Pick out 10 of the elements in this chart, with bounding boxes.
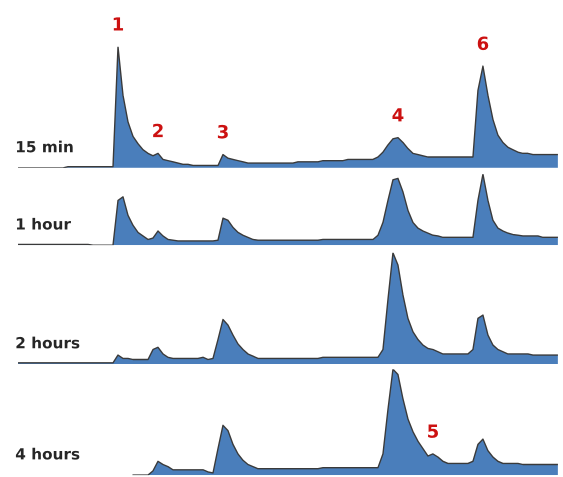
annotation: 6 [478,36,488,50]
annotation: 3 [218,124,228,139]
series-label: 15 min [16,140,73,152]
annotation: 4 [392,108,404,122]
annotation: 2 [153,124,163,138]
series-label: 1 hour [16,218,71,230]
series-label: 2 hours [16,336,80,348]
text: 4 hours [16,448,80,460]
annotation: 1 [114,17,124,30]
annotation: 5 [428,424,438,438]
